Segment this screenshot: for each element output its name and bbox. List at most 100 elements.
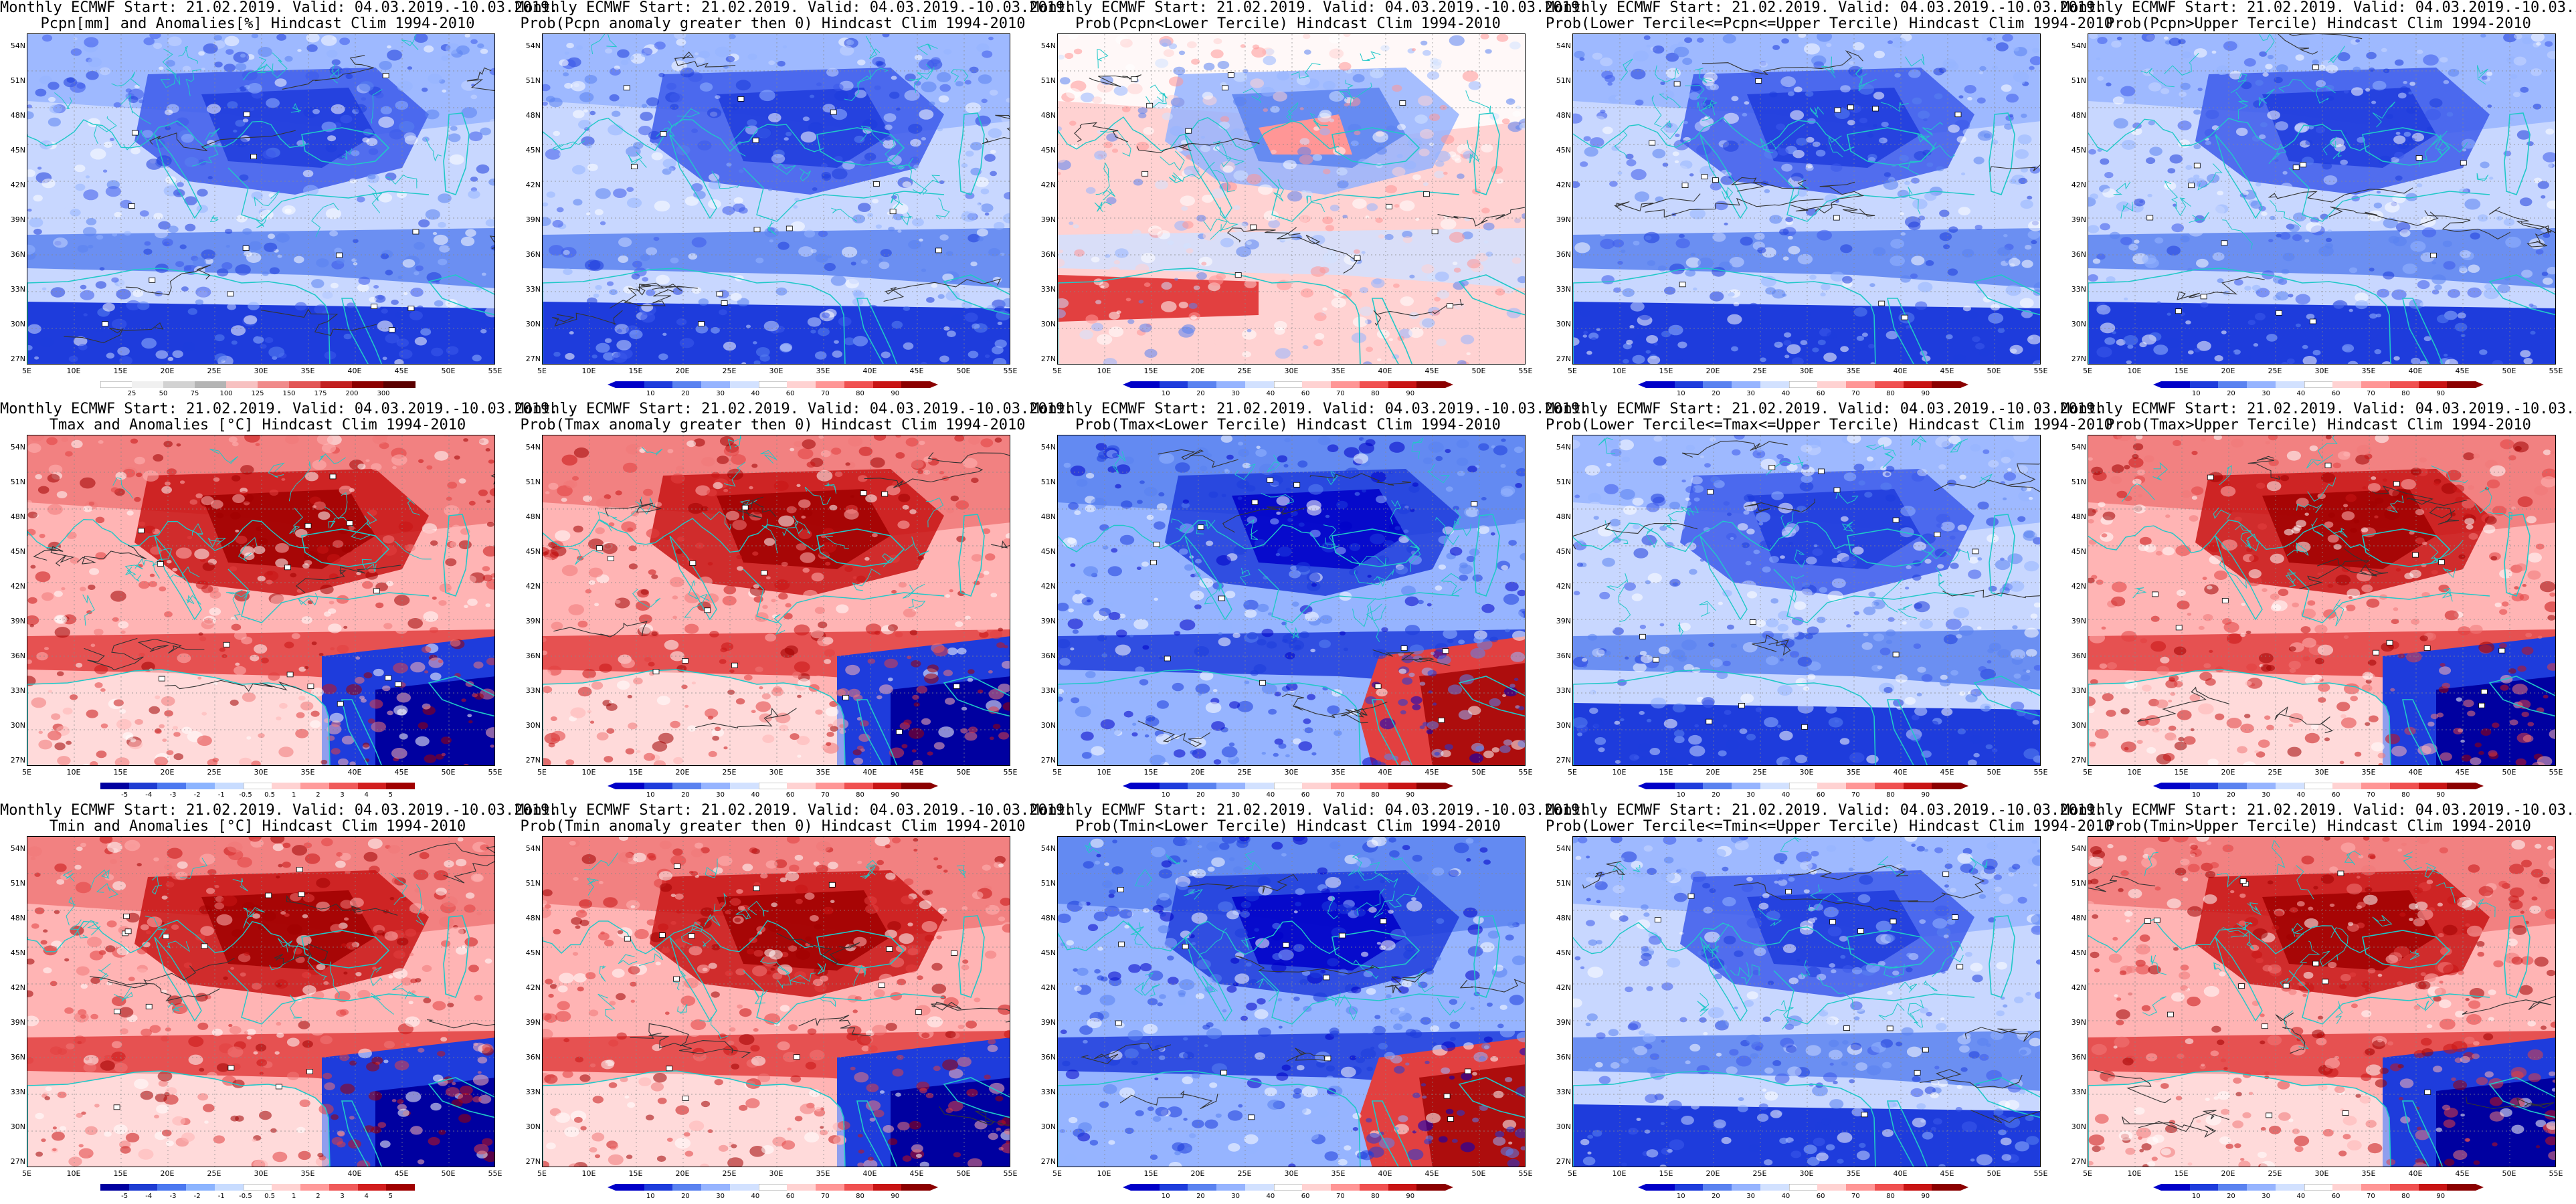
lon-tick-label: 25E bbox=[1752, 1169, 1767, 1178]
lon-tick-label: 15E bbox=[1659, 1169, 1673, 1178]
lat-tick-label: 51N bbox=[1040, 76, 1056, 85]
colorbar-cell bbox=[1302, 783, 1331, 789]
colorbar-cell bbox=[644, 381, 673, 388]
lat-tick-label: 39N bbox=[10, 1018, 25, 1027]
colorbar-cell bbox=[2447, 381, 2476, 388]
colorbar-cell bbox=[1732, 783, 1761, 789]
colorbar-cell bbox=[701, 1184, 731, 1191]
lon-tick-label: 50E bbox=[956, 768, 971, 777]
lon-tick-label: 45E bbox=[1424, 1169, 1439, 1178]
colorbar-cell bbox=[300, 783, 330, 789]
colorbar-label: 3 bbox=[340, 1193, 345, 1200]
colorbar-label: 40 bbox=[1266, 791, 1275, 799]
lon-tick-label: 15E bbox=[1659, 768, 1673, 777]
lat-tick-label: 33N bbox=[2071, 285, 2086, 294]
colorbar-label: 80 bbox=[856, 1193, 864, 1200]
colorbar-label: 25 bbox=[127, 390, 136, 397]
colorbar-arrow-right bbox=[2476, 381, 2484, 388]
panel-title-line1: Monthly ECMWF Start: 21.02.2019. Valid: … bbox=[1030, 802, 1589, 819]
lon-tick-label: 5E bbox=[2083, 1169, 2092, 1178]
lat-tick-label: 36N bbox=[1040, 1053, 1056, 1062]
forecast-map bbox=[1572, 836, 2041, 1167]
lon-tick-label: 10E bbox=[581, 768, 596, 777]
panel-title: Monthly ECMWF Start: 21.02.2019. Valid: … bbox=[1030, 802, 1589, 835]
panel-title-line2: Prob(Tmax anomaly greater then 0) Hindca… bbox=[520, 417, 1026, 433]
lon-tick-label: 10E bbox=[2127, 1169, 2142, 1178]
colorbar-cell bbox=[329, 1184, 359, 1191]
lon-tick-label: 50E bbox=[441, 367, 456, 375]
colorbar-label: 10 bbox=[1676, 1193, 1685, 1200]
colorbar-arrow-right bbox=[1960, 1184, 1968, 1191]
colorbar-cell bbox=[616, 1184, 645, 1191]
colorbar-cell bbox=[1932, 381, 1961, 388]
colorbar-cell bbox=[644, 1184, 673, 1191]
lon-tick-label: 40E bbox=[1893, 768, 1908, 777]
colorbar-cell bbox=[901, 783, 931, 789]
lat-tick-label: 36N bbox=[1556, 651, 1571, 660]
lon-tick-label: 50E bbox=[1987, 768, 2001, 777]
lat-tick-label: 36N bbox=[10, 651, 25, 660]
lon-tick-label: 30E bbox=[254, 1169, 268, 1178]
lat-tick-label: 30N bbox=[2071, 320, 2086, 328]
map-panel: Monthly ECMWF Start: 21.02.2019. Valid: … bbox=[515, 0, 1073, 401]
lon-tick-label: 45E bbox=[909, 1169, 924, 1178]
colorbar-cell bbox=[132, 381, 164, 388]
colorbar-cell bbox=[243, 1184, 272, 1191]
colorbar-label: 60 bbox=[1301, 390, 1310, 397]
lon-tick-label: 30E bbox=[2314, 1169, 2329, 1178]
map-panel: Monthly ECMWF Start: 21.02.2019. Valid: … bbox=[515, 401, 1073, 803]
colorbar-label: 60 bbox=[1301, 1193, 1310, 1200]
lat-tick-label: 30N bbox=[1040, 1122, 1056, 1131]
lon-tick-label: 10E bbox=[581, 367, 596, 375]
map-field bbox=[1573, 34, 2040, 364]
map-field bbox=[27, 435, 494, 765]
panel-title-line2: Prob(Lower Tercile<=Pcpn<=Upper Tercile)… bbox=[1546, 15, 2113, 32]
lon-tick-label: 25E bbox=[1752, 367, 1767, 375]
lat-tick-label: 51N bbox=[10, 76, 25, 85]
lat-tick-label: 45N bbox=[10, 547, 25, 556]
colorbar-cell bbox=[1416, 381, 1446, 388]
colorbar-label: 10 bbox=[2191, 1193, 2201, 1200]
colorbar-label: 4 bbox=[364, 791, 369, 799]
lon-tick-label: 35E bbox=[300, 367, 315, 375]
lat-tick-label: 30N bbox=[10, 1122, 25, 1131]
panel-title-line1: Monthly ECMWF Start: 21.02.2019. Valid: … bbox=[2061, 401, 2576, 417]
colorbar-arrow-left bbox=[1123, 381, 1131, 388]
panel-title-line2: Prob(Pcpn anomaly greater then 0) Hindca… bbox=[520, 15, 1026, 32]
colorbar-label: 80 bbox=[1371, 1193, 1380, 1200]
lon-tick-label: 40E bbox=[2408, 1169, 2423, 1178]
colorbar-cell bbox=[1732, 381, 1761, 388]
colorbar-cell bbox=[816, 783, 845, 789]
lat-tick-label: 39N bbox=[1040, 215, 1056, 224]
colorbar-cell bbox=[1903, 783, 1932, 789]
colorbar-cell bbox=[1388, 783, 1417, 789]
colorbar-cell bbox=[1674, 381, 1704, 388]
colorbar-cell bbox=[729, 1184, 759, 1191]
lon-tick-label: 5E bbox=[1568, 1169, 1577, 1178]
map-field bbox=[1058, 435, 1525, 765]
map-panel: Monthly ECMWF Start: 21.02.2019. Valid: … bbox=[0, 803, 558, 1204]
colorbar-cell bbox=[2418, 1184, 2448, 1191]
lon-tick-label: 20E bbox=[675, 367, 690, 375]
lon-tick-label: 45E bbox=[1424, 768, 1439, 777]
colorbar-label: 60 bbox=[1816, 1193, 1825, 1200]
lon-tick-label: 20E bbox=[1706, 367, 1720, 375]
colorbar-cell bbox=[1760, 1184, 1790, 1191]
colorbar-cell bbox=[1388, 381, 1417, 388]
lon-tick-label: 40E bbox=[2408, 768, 2423, 777]
lon-tick-label: 15E bbox=[628, 768, 643, 777]
colorbar-cell bbox=[1388, 1184, 1417, 1191]
lat-tick-label: 42N bbox=[10, 181, 25, 189]
forecast-map bbox=[27, 836, 495, 1167]
colorbar-cell bbox=[901, 381, 931, 388]
lon-tick-label: 10E bbox=[1097, 768, 1111, 777]
lat-tick-label: 48N bbox=[525, 914, 541, 922]
lon-tick-label: 25E bbox=[722, 367, 737, 375]
colorbar bbox=[1123, 783, 1453, 789]
lon-tick-label: 20E bbox=[1190, 1169, 1205, 1178]
lon-tick-label: 10E bbox=[1612, 1169, 1627, 1178]
colorbar-label: 40 bbox=[2296, 390, 2306, 397]
lat-tick-label: 45N bbox=[10, 146, 25, 155]
colorbar-cell bbox=[214, 783, 244, 789]
colorbar-label: 20 bbox=[2227, 791, 2235, 799]
